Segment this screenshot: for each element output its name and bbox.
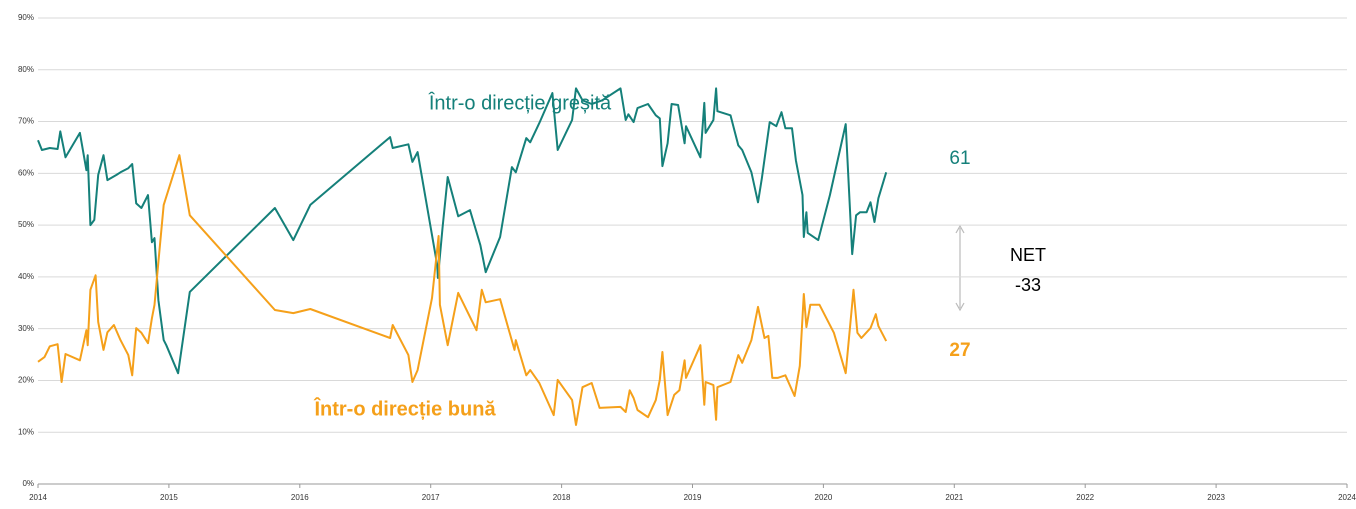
x-tick-label: 2022 [1076, 493, 1094, 502]
series-line [37, 154, 888, 426]
y-tick-label: 70% [18, 117, 34, 126]
x-tick-label: 2020 [815, 493, 833, 502]
x-tick-label: 2018 [553, 493, 571, 502]
y-tick-label: 50% [18, 220, 34, 229]
x-tick-label: 2019 [684, 493, 702, 502]
y-tick-label: 10% [18, 427, 34, 436]
x-tick-label: 2021 [945, 493, 963, 502]
x-tick-label: 2023 [1207, 493, 1225, 502]
y-tick-label: 0% [22, 479, 34, 488]
x-tick-label: 2014 [29, 493, 47, 502]
end-label: 27 [949, 340, 970, 361]
net-label: NET [1010, 245, 1046, 265]
x-tick-label: 2017 [422, 493, 440, 502]
y-tick-label: 20% [18, 376, 34, 385]
series-label: Într-o direcție greșită [428, 91, 612, 114]
y-tick-label: 30% [18, 324, 34, 333]
series-label: Într-o direcție bună [313, 396, 496, 420]
x-tick-label: 2015 [160, 493, 178, 502]
end-label: 61 [949, 148, 970, 169]
y-tick-label: 40% [18, 272, 34, 281]
y-tick-label: 60% [18, 168, 34, 177]
y-tick-label: 80% [18, 65, 34, 74]
net-arrow-heads [955, 224, 965, 312]
net-value: -33 [1015, 275, 1041, 295]
series-line [37, 87, 888, 375]
x-tick-label: 2016 [291, 493, 309, 502]
y-tick-label: 90% [18, 13, 34, 22]
x-tick-label: 2024 [1338, 493, 1356, 502]
